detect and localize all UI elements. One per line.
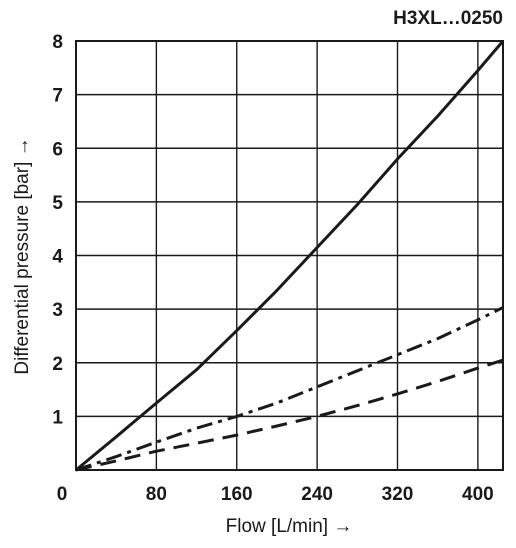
series-line-dashed xyxy=(75,358,504,472)
y-tick-label: 7 xyxy=(52,86,63,107)
y-tick-label: 5 xyxy=(52,193,63,214)
tick-labels: 0 80 160 240 320 400 1 2 3 4 5 6 7 8 xyxy=(52,32,493,505)
y-tick-label: 2 xyxy=(52,354,63,375)
series-line-solid xyxy=(75,40,505,472)
x-tick-label: 400 xyxy=(462,484,494,505)
series-line-dashdot xyxy=(75,306,504,472)
plot-frame xyxy=(75,40,504,471)
x-tick-label: 240 xyxy=(301,484,333,505)
y-tick-label: 8 xyxy=(52,32,63,53)
grid xyxy=(76,41,503,470)
series-lines xyxy=(75,40,505,472)
plot-border xyxy=(75,40,504,471)
y-tick-label: 1 xyxy=(52,407,63,428)
x-tick-label: 320 xyxy=(382,484,414,505)
x-tick-label: 0 xyxy=(57,484,68,505)
x-axis-title: Flow [L/min] → xyxy=(226,516,353,537)
y-axis-title: Differential pressure [bar] → xyxy=(12,137,33,374)
x-tick-label: 160 xyxy=(221,484,253,505)
chart-title: H3XL…0250 xyxy=(393,8,503,29)
y-tick-label: 4 xyxy=(52,247,63,268)
y-tick-label: 6 xyxy=(52,139,63,160)
x-tick-label: 80 xyxy=(146,484,167,505)
y-tick-label: 3 xyxy=(52,300,63,321)
